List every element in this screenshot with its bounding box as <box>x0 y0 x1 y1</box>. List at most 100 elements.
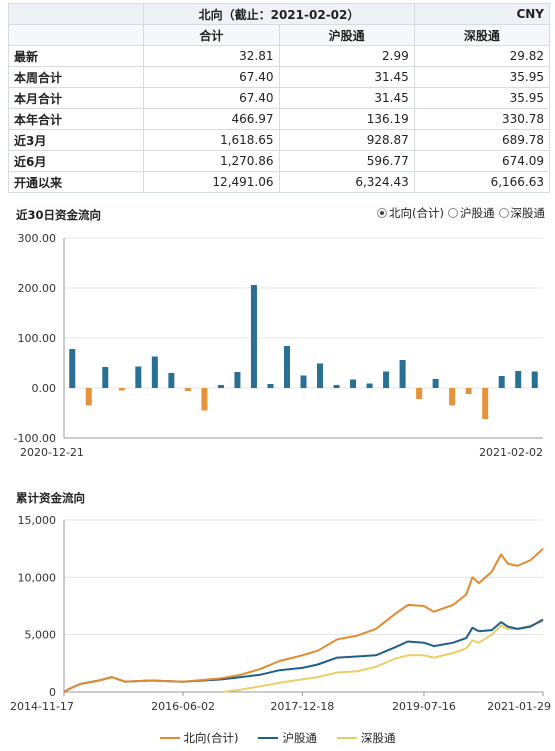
line-chart-title: 累计资金流向 <box>16 491 85 505</box>
row-label: 开通以来 <box>7 171 145 193</box>
x-tick-label: 2019-07-16 <box>392 700 456 713</box>
flow-bar <box>102 367 109 388</box>
flow-bar <box>151 356 158 388</box>
flow-type-radio-group: 北向(合计) 沪股通 深股通 <box>377 205 545 221</box>
y-tick-label: 0.00 <box>32 382 57 395</box>
cell-sh: 31.45 <box>278 87 415 109</box>
y-tick-label: 10,000 <box>18 571 57 584</box>
x-tick-label: 2017-12-18 <box>270 700 334 713</box>
flow-bar <box>432 379 439 388</box>
y-tick-label: 100.00 <box>18 332 57 345</box>
table-title-row: 北向（截止：2021-02-02） CNY <box>7 3 551 25</box>
flow-bar <box>135 366 142 388</box>
cell-total: 466.97 <box>143 108 280 130</box>
row-label: 本月合计 <box>7 87 145 109</box>
table-row: 最新 32.81 2.99 29.82 <box>7 45 551 67</box>
x-tick-label: 2020-12-21 <box>20 446 84 459</box>
cell-sh: 596.77 <box>278 150 415 172</box>
flow-bar <box>85 388 92 406</box>
radio-sz[interactable]: 深股通 <box>498 205 546 221</box>
cell-total: 67.40 <box>143 66 280 88</box>
cell-sz: 35.95 <box>413 66 551 88</box>
series-line-north <box>63 548 544 693</box>
radio-sh[interactable]: 沪股通 <box>448 205 495 221</box>
y-tick-label: -100.00 <box>14 432 56 445</box>
radio-dot-icon <box>377 208 388 218</box>
table-row: 开通以来 12,491.06 6,324.43 6,166.63 <box>7 171 551 193</box>
y-tick-label: 200.00 <box>18 282 57 295</box>
radio-label: 深股通 <box>510 206 546 220</box>
y-tick-label: 5,000 <box>25 629 57 642</box>
currency-label: CNY <box>413 3 551 25</box>
series-line-sz <box>222 620 544 693</box>
flow-bar <box>267 384 274 388</box>
legend-swatch <box>159 737 180 739</box>
radio-label: 沪股通 <box>460 206 495 220</box>
cell-sh: 136.19 <box>278 108 415 130</box>
flow-bar <box>498 376 505 388</box>
cell-sh: 6,324.43 <box>278 171 415 193</box>
bar-chart-title: 近30日资金流向 <box>16 208 102 222</box>
row-label: 最新 <box>7 45 145 67</box>
legend-item-sh[interactable]: 沪股通 <box>258 730 317 746</box>
table-row: 本月合计 67.40 31.45 35.95 <box>7 87 551 109</box>
radio-dot-icon <box>498 208 509 218</box>
flow-bar <box>250 285 257 388</box>
x-tick-label: 2021-01-29 <box>487 700 551 713</box>
legend-item-sz[interactable]: 深股通 <box>336 730 396 746</box>
legend-label: 深股通 <box>360 731 396 745</box>
legend-label: 沪股通 <box>282 731 317 745</box>
cell-sz: 674.09 <box>413 150 551 172</box>
cell-total: 1,618.65 <box>143 129 280 151</box>
radio-north-total[interactable]: 北向(合计) <box>377 205 444 221</box>
flow-bar <box>366 383 373 388</box>
header-sh: 沪股通 <box>278 24 415 46</box>
flow-bar <box>416 388 423 399</box>
flow-bar <box>201 388 208 411</box>
cell-total: 67.40 <box>143 87 280 109</box>
flow-bar <box>69 349 76 388</box>
flow-bar <box>283 346 290 388</box>
summary-table: 北向（截止：2021-02-02） CNY 合计 沪股通 深股通 最新 32.81… <box>7 3 551 193</box>
flow-bar <box>482 388 489 419</box>
table-row: 本年合计 466.97 136.19 330.78 <box>7 108 551 130</box>
flow-bar <box>531 371 538 388</box>
legend-label: 北向(合计) <box>183 731 239 745</box>
cell-sz: 6,166.63 <box>413 171 551 193</box>
flow-bar <box>217 385 224 388</box>
header-total: 合计 <box>143 24 280 46</box>
cell-sh: 928.87 <box>278 129 415 151</box>
legend-item-north[interactable]: 北向(合计) <box>159 730 239 746</box>
flow-bar <box>449 388 456 406</box>
cell-sz: 35.95 <box>413 87 551 109</box>
cell-sz: 689.78 <box>413 129 551 151</box>
table-row: 近3月 1,618.65 928.87 689.78 <box>7 129 551 151</box>
flow-bar <box>333 385 340 388</box>
flow-bar <box>118 388 125 391</box>
flow-bar <box>234 372 241 388</box>
table-title-blank <box>7 3 145 25</box>
legend-swatch <box>336 737 357 739</box>
flow-bar <box>383 371 390 388</box>
cell-sz: 330.78 <box>413 108 551 130</box>
y-tick-label: 15,000 <box>18 514 57 527</box>
row-label: 本年合计 <box>7 108 145 130</box>
x-tick-label: 2014-11-17 <box>10 700 74 713</box>
flow-bar <box>465 388 472 394</box>
x-tick-label: 2021-02-02 <box>479 446 543 459</box>
x-tick-label: 2016-06-02 <box>151 700 215 713</box>
cell-total: 12,491.06 <box>143 171 280 193</box>
header-sz: 深股通 <box>413 24 551 46</box>
table-header-row: 合计 沪股通 深股通 <box>7 24 551 46</box>
table-row: 本周合计 67.40 31.45 35.95 <box>7 66 551 88</box>
cell-sz: 29.82 <box>413 45 551 67</box>
radio-label: 北向(合计) <box>389 206 444 220</box>
flow-bar <box>317 363 324 388</box>
cell-sh: 31.45 <box>278 66 415 88</box>
row-label: 近3月 <box>7 129 145 151</box>
flow-bar <box>300 375 307 388</box>
cell-total: 32.81 <box>143 45 280 67</box>
flow-bar <box>350 379 357 388</box>
